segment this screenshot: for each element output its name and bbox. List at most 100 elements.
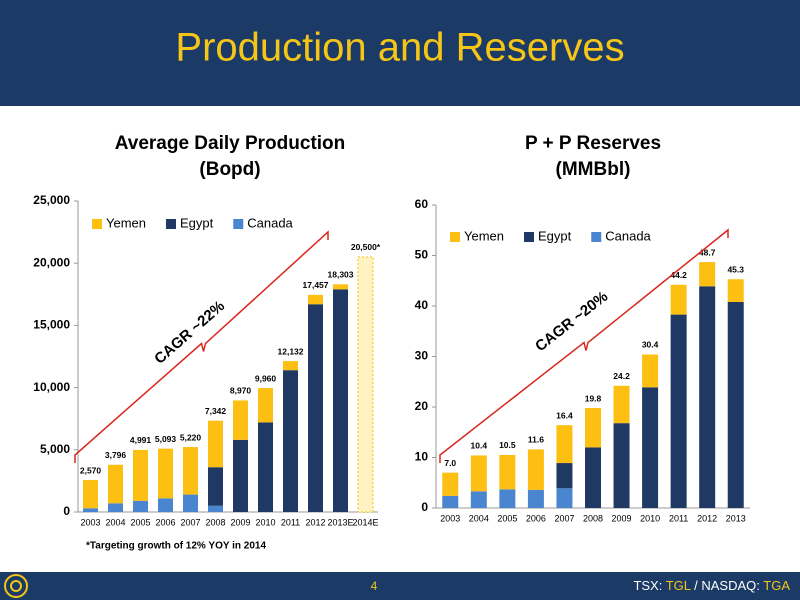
total-label: 18,303 <box>328 270 354 280</box>
total-label: 16.4 <box>556 410 573 420</box>
legend-label: Canada <box>247 215 293 230</box>
x-tick-label: 2013E <box>327 517 353 527</box>
total-label: 12,132 <box>278 346 304 356</box>
total-label: 17,457 <box>303 280 329 290</box>
bar-segment <box>333 284 348 290</box>
cagr-bracket <box>74 230 329 463</box>
bar-segment <box>333 289 348 512</box>
bar-segment <box>556 463 573 489</box>
bar-segment <box>283 370 298 512</box>
bar-segment <box>233 439 248 512</box>
total-label: 2,570 <box>80 465 102 475</box>
bar-segment <box>183 494 198 512</box>
logo <box>4 574 28 598</box>
total-label: 10.5 <box>499 440 516 450</box>
slide-title: Production and Reserves <box>175 26 624 70</box>
bar-segment <box>670 284 687 315</box>
y-tick-label: 20 <box>415 399 429 413</box>
total-label: 20,500* <box>351 242 381 252</box>
legend-label: Canada <box>605 228 651 243</box>
x-tick-label: 2010 <box>640 513 660 523</box>
bar-segment <box>642 354 659 388</box>
y-tick-label: 10,000 <box>33 380 70 394</box>
header-band <box>0 0 800 106</box>
x-tick-label: 2004 <box>105 517 125 527</box>
footer-band <box>0 572 800 600</box>
bar-segment <box>442 472 459 496</box>
cagr-bracket <box>439 228 729 463</box>
bar-segment <box>499 454 516 490</box>
chart-title: P + P Reserves <box>525 133 661 154</box>
total-label: 30.4 <box>642 340 659 350</box>
total-label: 48.7 <box>699 247 716 257</box>
x-tick-label: 2007 <box>180 517 200 527</box>
bar-segment <box>83 480 98 509</box>
bar-segment <box>585 447 601 508</box>
chart-title: Average Daily Production <box>115 133 346 154</box>
x-tick-label: 2004 <box>469 513 489 523</box>
bar-segment <box>208 467 223 506</box>
x-tick-label: 2008 <box>205 517 225 527</box>
chart-subtitle: (Bopd) <box>199 159 260 180</box>
total-label: 45.3 <box>727 264 744 274</box>
legend-label: Egypt <box>180 215 214 230</box>
x-tick-label: 2011 <box>669 513 688 523</box>
x-tick-label: 2008 <box>583 513 603 523</box>
bar-segment <box>670 314 687 508</box>
bar-segment <box>158 448 173 499</box>
total-label: 44.2 <box>670 270 687 280</box>
bar-segment <box>642 387 659 508</box>
total-label: 19.8 <box>585 393 602 403</box>
x-tick-label: 2010 <box>255 517 275 527</box>
legend-swatch <box>166 219 176 229</box>
bar-segment <box>83 508 98 512</box>
bar-segment <box>283 361 298 371</box>
legend-label: Yemen <box>106 215 146 230</box>
bar-segment <box>233 400 248 440</box>
total-label: 5,093 <box>155 434 177 444</box>
bar-segment <box>699 286 716 508</box>
bar-segment <box>133 500 148 512</box>
total-label: 9,960 <box>255 373 277 383</box>
bar-segment <box>527 449 544 490</box>
exchange: TSX: <box>633 578 665 593</box>
bar-segment <box>499 489 516 508</box>
legend-swatch <box>92 219 102 229</box>
bar-segment <box>108 464 123 504</box>
total-label: 8,970 <box>230 386 252 396</box>
bar-segment <box>183 447 198 495</box>
x-tick-label: 2009 <box>230 517 250 527</box>
y-tick-label: 20,000 <box>33 255 70 269</box>
x-tick-label: 2012 <box>305 517 325 527</box>
bar-segment <box>470 455 487 492</box>
total-label: 4,991 <box>130 435 152 445</box>
exchange: / NASDAQ: <box>691 578 764 593</box>
target-bar <box>357 256 374 513</box>
legend-swatch <box>233 219 244 229</box>
bar-segment <box>308 294 323 305</box>
x-tick-label: 2007 <box>554 513 574 523</box>
x-tick-label: 2009 <box>612 513 632 523</box>
total-label: 7.0 <box>444 458 456 468</box>
legend-swatch <box>591 232 602 242</box>
y-tick-label: 30 <box>415 349 429 363</box>
bar-segment <box>108 503 123 512</box>
bar-segment <box>556 425 573 464</box>
bar-segment <box>208 420 223 468</box>
x-tick-label: 2012 <box>697 513 717 523</box>
total-label: 10.4 <box>471 441 488 451</box>
x-tick-label: 2013 <box>726 513 746 523</box>
total-label: 5,220 <box>180 432 202 442</box>
bar-segment <box>442 495 459 508</box>
total-label: 24.2 <box>613 371 630 381</box>
x-tick-label: 2006 <box>155 517 175 527</box>
x-tick-label: 2014E <box>352 517 378 527</box>
y-tick-label: 0 <box>63 504 70 518</box>
bar-segment <box>258 388 273 423</box>
x-tick-label: 2005 <box>130 517 150 527</box>
y-tick-label: 40 <box>415 298 429 312</box>
bar-segment <box>556 488 573 508</box>
legend-label: Egypt <box>538 228 572 243</box>
ticker: TGA <box>763 578 790 593</box>
